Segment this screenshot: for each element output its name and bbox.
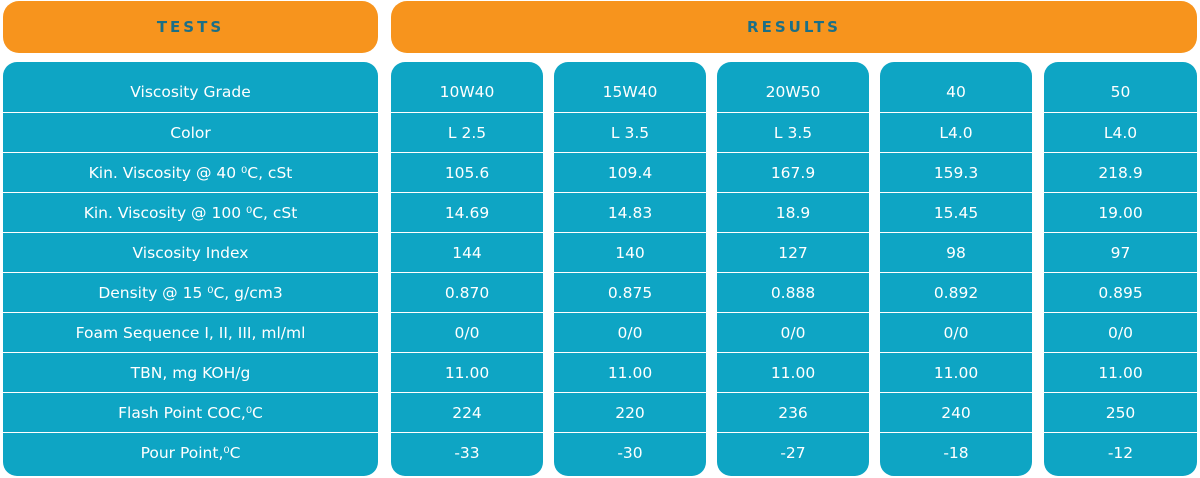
test-label: Flash Point COC,⁰C bbox=[3, 393, 378, 433]
result-cell: 19.00 bbox=[1044, 193, 1197, 233]
result-cell: 109.4 bbox=[554, 153, 706, 193]
result-cell: 0/0 bbox=[391, 313, 543, 353]
test-label: Pour Point,⁰C bbox=[140, 444, 241, 462]
result-cell: 18.9 bbox=[717, 193, 869, 233]
result-cell: -27 bbox=[780, 444, 806, 462]
result-cell: 11.00 bbox=[554, 353, 706, 393]
result-cell: 14.69 bbox=[391, 193, 543, 233]
result-column-20w50: 20W50 L 3.5 167.9 18.9 127 0.888 0/0 11.… bbox=[717, 62, 869, 476]
result-cell: 105.6 bbox=[391, 153, 543, 193]
result-cell: 0/0 bbox=[1044, 313, 1197, 353]
result-cell: 159.3 bbox=[880, 153, 1032, 193]
result-cell: 0/0 bbox=[880, 313, 1032, 353]
test-label: Density @ 15 ⁰C, g/cm3 bbox=[3, 273, 378, 313]
result-cell: 236 bbox=[717, 393, 869, 433]
result-cell: 167.9 bbox=[717, 153, 869, 193]
result-cell: 98 bbox=[880, 233, 1032, 273]
result-cell: 97 bbox=[1044, 233, 1197, 273]
result-cell: 218.9 bbox=[1044, 153, 1197, 193]
tests-header: TESTS bbox=[3, 1, 378, 53]
result-cell: L4.0 bbox=[880, 113, 1032, 153]
result-cell: L 2.5 bbox=[391, 113, 543, 153]
test-label: Foam Sequence I, II, III, ml/ml bbox=[3, 313, 378, 353]
result-cell: L 3.5 bbox=[554, 113, 706, 153]
test-label: Color bbox=[3, 113, 378, 153]
result-cell: -12 bbox=[1107, 444, 1134, 462]
result-cell: 140 bbox=[554, 233, 706, 273]
result-cell: 250 bbox=[1044, 393, 1197, 433]
result-column-10w40: 10W40 L 2.5 105.6 14.69 144 0.870 0/0 11… bbox=[391, 62, 543, 476]
result-column-50: 50 L4.0 218.9 19.00 97 0.895 0/0 11.00 2… bbox=[1044, 62, 1197, 476]
test-label: Kin. Viscosity @ 40 ⁰C, cSt bbox=[3, 153, 378, 193]
result-cell: 40 bbox=[880, 62, 1032, 113]
result-cell: 0.888 bbox=[717, 273, 869, 313]
result-cell: 144 bbox=[391, 233, 543, 273]
result-cell: L4.0 bbox=[1044, 113, 1197, 153]
result-cell: 15.45 bbox=[880, 193, 1032, 233]
test-label: TBN, mg KOH/g bbox=[3, 353, 378, 393]
result-cell: 20W50 bbox=[717, 62, 869, 113]
test-label: Viscosity Grade bbox=[3, 62, 378, 113]
result-cell: 220 bbox=[554, 393, 706, 433]
result-cell: 0.895 bbox=[1044, 273, 1197, 313]
result-cell: L 3.5 bbox=[717, 113, 869, 153]
test-label: Viscosity Index bbox=[3, 233, 378, 273]
result-cell: 11.00 bbox=[717, 353, 869, 393]
result-cell: 14.83 bbox=[554, 193, 706, 233]
result-cell: 0.892 bbox=[880, 273, 1032, 313]
result-cell: 15W40 bbox=[554, 62, 706, 113]
result-cell: 240 bbox=[880, 393, 1032, 433]
result-cell: 0/0 bbox=[554, 313, 706, 353]
tests-column: Viscosity Grade Color Kin. Viscosity @ 4… bbox=[3, 62, 378, 476]
result-cell: 11.00 bbox=[391, 353, 543, 393]
result-column-40: 40 L4.0 159.3 15.45 98 0.892 0/0 11.00 2… bbox=[880, 62, 1032, 476]
result-cell: 50 bbox=[1044, 62, 1197, 113]
results-header: RESULTS bbox=[391, 1, 1197, 53]
result-cell: 0.870 bbox=[391, 273, 543, 313]
result-cell: -33 bbox=[454, 444, 480, 462]
result-cell: 11.00 bbox=[1044, 353, 1197, 393]
result-cell: 0/0 bbox=[717, 313, 869, 353]
result-cell: 11.00 bbox=[880, 353, 1032, 393]
result-cell: -30 bbox=[617, 444, 643, 462]
result-cell: -18 bbox=[943, 444, 969, 462]
result-cell: 127 bbox=[717, 233, 869, 273]
result-cell: 0.875 bbox=[554, 273, 706, 313]
result-cell: 224 bbox=[391, 393, 543, 433]
test-label: Kin. Viscosity @ 100 ⁰C, cSt bbox=[3, 193, 378, 233]
result-cell: 10W40 bbox=[391, 62, 543, 113]
result-column-15w40: 15W40 L 3.5 109.4 14.83 140 0.875 0/0 11… bbox=[554, 62, 706, 476]
